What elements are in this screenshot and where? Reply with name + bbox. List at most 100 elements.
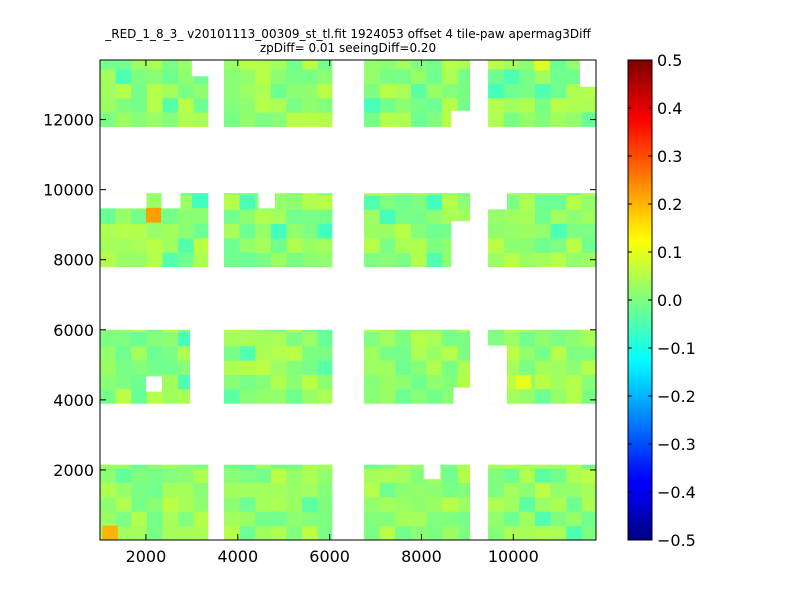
heatmap-cell (566, 482, 583, 498)
heatmap-cell (457, 468, 471, 483)
heatmap-cell (162, 60, 179, 70)
heatmap-cell (410, 252, 427, 268)
heatmap-cell (270, 209, 287, 225)
heatmap-cell (488, 496, 505, 512)
heatmap-cell (302, 388, 319, 404)
heatmap-cell (550, 252, 567, 268)
heatmap-cell (178, 511, 195, 527)
heatmap-cell (581, 193, 596, 196)
heatmap-cell (566, 388, 583, 404)
heatmap-cell (270, 60, 287, 70)
heatmap-cell (302, 112, 319, 127)
heatmap-cell (255, 223, 272, 239)
heatmap-cell (270, 464, 287, 469)
heatmap-cell (395, 331, 412, 347)
heatmap-cell (146, 194, 163, 210)
heatmap-cell (395, 194, 412, 210)
colorbar-tick-label: −0.5 (657, 531, 696, 550)
heatmap-cell (364, 252, 381, 268)
heatmap-cell (581, 97, 596, 113)
heatmap-cell (503, 511, 520, 527)
heatmap-cell (395, 360, 412, 376)
heatmap-cell (488, 468, 505, 483)
heatmap-cell (503, 193, 520, 196)
heatmap-cell (566, 69, 583, 84)
heatmap-cell (581, 468, 596, 483)
heatmap-cell (100, 331, 117, 347)
heatmap-cell (364, 237, 381, 253)
heatmap-cell (426, 83, 443, 99)
heatmap-cell (364, 97, 381, 113)
heatmap-cell (488, 464, 505, 469)
heatmap-cell (442, 193, 459, 196)
heatmap-cell (255, 331, 272, 347)
heatmap-cell (534, 482, 551, 498)
heatmap-cell (519, 83, 536, 99)
heatmap-cell (519, 360, 536, 376)
heatmap-cell (395, 482, 412, 498)
heatmap-cell (286, 511, 303, 527)
x-tick-label: 8000 (401, 547, 442, 566)
heatmap-cell (442, 83, 459, 99)
heatmap-cell (286, 525, 303, 540)
heatmap-cell (426, 374, 443, 390)
heatmap-cell (131, 237, 148, 253)
heatmap-cell (239, 194, 256, 210)
heatmap-cell (519, 482, 536, 498)
heatmap-cell (426, 331, 443, 347)
heatmap-cell (364, 209, 381, 225)
heatmap-cell (162, 360, 179, 376)
heatmap-cell (519, 388, 536, 404)
heatmap-cell (566, 193, 583, 196)
heatmap-cell-highlight (534, 60, 550, 71)
heatmap-cell (193, 223, 209, 239)
heatmap-cell (442, 468, 459, 483)
heatmap-cell (426, 525, 443, 540)
heatmap-cell (534, 83, 551, 99)
heatmap-cells (100, 60, 596, 540)
heatmap-gap (258, 193, 276, 209)
heatmap-cell (302, 464, 319, 469)
heatmap-cell (302, 525, 319, 540)
heatmap-cell (550, 97, 567, 113)
colorbar-tick-label: 0.5 (657, 51, 682, 70)
heatmap-cell (317, 69, 333, 84)
heatmap-cell (115, 209, 132, 225)
heatmap-cell (364, 345, 381, 361)
heatmap-cell (534, 252, 551, 268)
heatmap-cell (534, 511, 551, 527)
heatmap-cell (131, 252, 148, 268)
heatmap-cell (239, 83, 256, 99)
heatmap-cell (255, 83, 272, 99)
heatmap-cell (457, 193, 471, 196)
heatmap-cell (581, 388, 596, 404)
heatmap-cell (115, 223, 132, 239)
heatmap-cell (255, 112, 272, 127)
heatmap-cell (178, 525, 195, 540)
heatmap-cell (146, 360, 163, 376)
heatmap-cell (162, 112, 179, 127)
heatmap-cell (317, 482, 333, 498)
heatmap-cell (364, 525, 381, 540)
x-tick-label: 4000 (217, 547, 258, 566)
heatmap-cell (379, 468, 396, 483)
heatmap-cell (115, 112, 132, 127)
heatmap-cell (410, 388, 427, 404)
heatmap-cell (519, 60, 536, 70)
heatmap-cell (457, 525, 471, 540)
heatmap-cell (379, 374, 396, 390)
heatmap-cell (379, 388, 396, 404)
heatmap-cell (255, 468, 272, 483)
heatmap-cell (178, 209, 195, 225)
heatmap-cell (302, 496, 319, 512)
heatmap-cell (100, 329, 117, 332)
heatmap-cell (286, 388, 303, 404)
heatmap-cell (131, 482, 148, 498)
heatmap-cell (457, 360, 471, 376)
heatmap-cell (270, 83, 287, 99)
heatmap-cell (224, 97, 241, 113)
heatmap-cell (410, 223, 427, 239)
heatmap-cell (146, 60, 163, 70)
heatmap-cell (239, 209, 256, 225)
heatmap-cell (581, 194, 596, 210)
